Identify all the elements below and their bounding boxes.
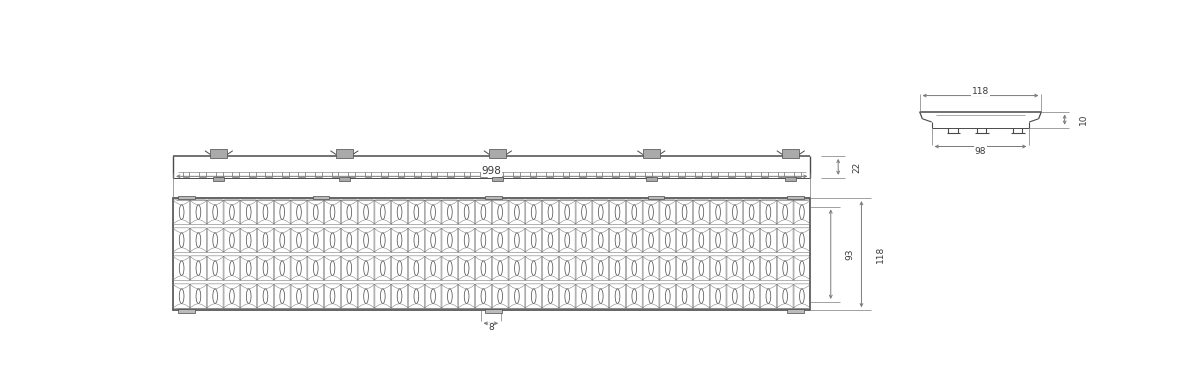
Text: 10: 10	[1079, 114, 1087, 125]
Bar	[485, 195, 502, 199]
Bar	[785, 177, 797, 181]
Text: 98: 98	[974, 147, 986, 156]
Bar	[173, 198, 810, 310]
Bar	[787, 309, 804, 313]
Text: 8: 8	[488, 324, 493, 333]
Text: 93: 93	[846, 248, 854, 260]
Bar	[787, 195, 804, 199]
Bar	[485, 309, 502, 313]
Bar	[210, 149, 227, 158]
Bar	[490, 149, 506, 158]
Bar	[338, 177, 350, 181]
Bar	[782, 149, 799, 158]
Bar	[313, 195, 330, 199]
Bar	[214, 177, 224, 181]
Text: 22: 22	[852, 161, 862, 172]
Bar	[178, 195, 194, 199]
Bar	[643, 149, 660, 158]
Bar	[178, 309, 194, 313]
Text: 998: 998	[482, 166, 502, 176]
Bar	[336, 149, 353, 158]
Bar	[492, 177, 504, 181]
Text: 118: 118	[876, 246, 886, 263]
Bar	[646, 177, 656, 181]
Text: 118: 118	[972, 87, 989, 96]
Bar	[648, 195, 665, 199]
